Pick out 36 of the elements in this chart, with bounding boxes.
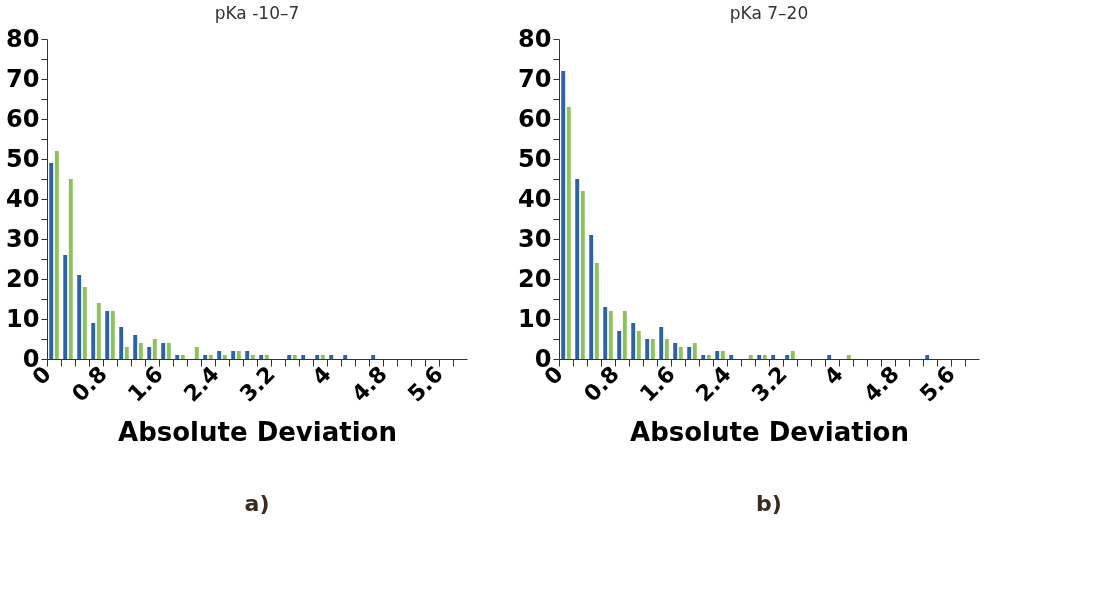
x-tick-label: 4.8 [346,361,392,407]
x-axis-title: Absolute Deviation [630,416,909,447]
y-tick-label: 60 [6,104,40,133]
y-tick-label: 10 [6,304,40,333]
x-tick-label: 4 [307,361,336,390]
x-tick-label: 3.2 [234,361,280,407]
y-tick-label: 40 [6,184,40,213]
text: a) [244,491,270,516]
y-tick-label: 20 [518,264,552,293]
y-tick-label: 70 [518,64,552,93]
x-tick-label: 0.8 [66,361,112,407]
x-axis-title: Absolute Deviation [118,416,397,447]
x-tick-label: 4.8 [858,361,904,407]
y-tick-label: 80 [6,24,40,53]
y-tick-label: 10 [518,304,552,333]
x-tick-label: 5.6 [402,361,448,407]
x-tick-label: 4 [819,361,848,390]
text: b) [756,491,782,516]
chart-title: pKa -10–7 [214,3,300,23]
y-tick-label: 60 [518,104,552,133]
y-tick-label: 50 [6,144,40,173]
y-tick-label: 70 [6,64,40,93]
x-tick-label: 2.4 [178,361,224,407]
y-tick-label: 50 [518,144,552,173]
y-tick-label: 80 [518,24,552,53]
y-tick-label: 40 [518,184,552,213]
y-tick-label: 20 [6,264,40,293]
x-tick-label: 1.6 [634,361,680,407]
x-tick-label: 1.6 [122,361,168,407]
y-tick-label: 30 [518,224,552,253]
y-tick-label: 30 [6,224,40,253]
x-tick-label: 0.8 [578,361,624,407]
chart-title: pKa 7–20 [729,3,809,23]
x-tick-label: 2.4 [690,361,736,407]
x-tick-label: 5.6 [914,361,960,407]
x-tick-label: 3.2 [746,361,792,407]
